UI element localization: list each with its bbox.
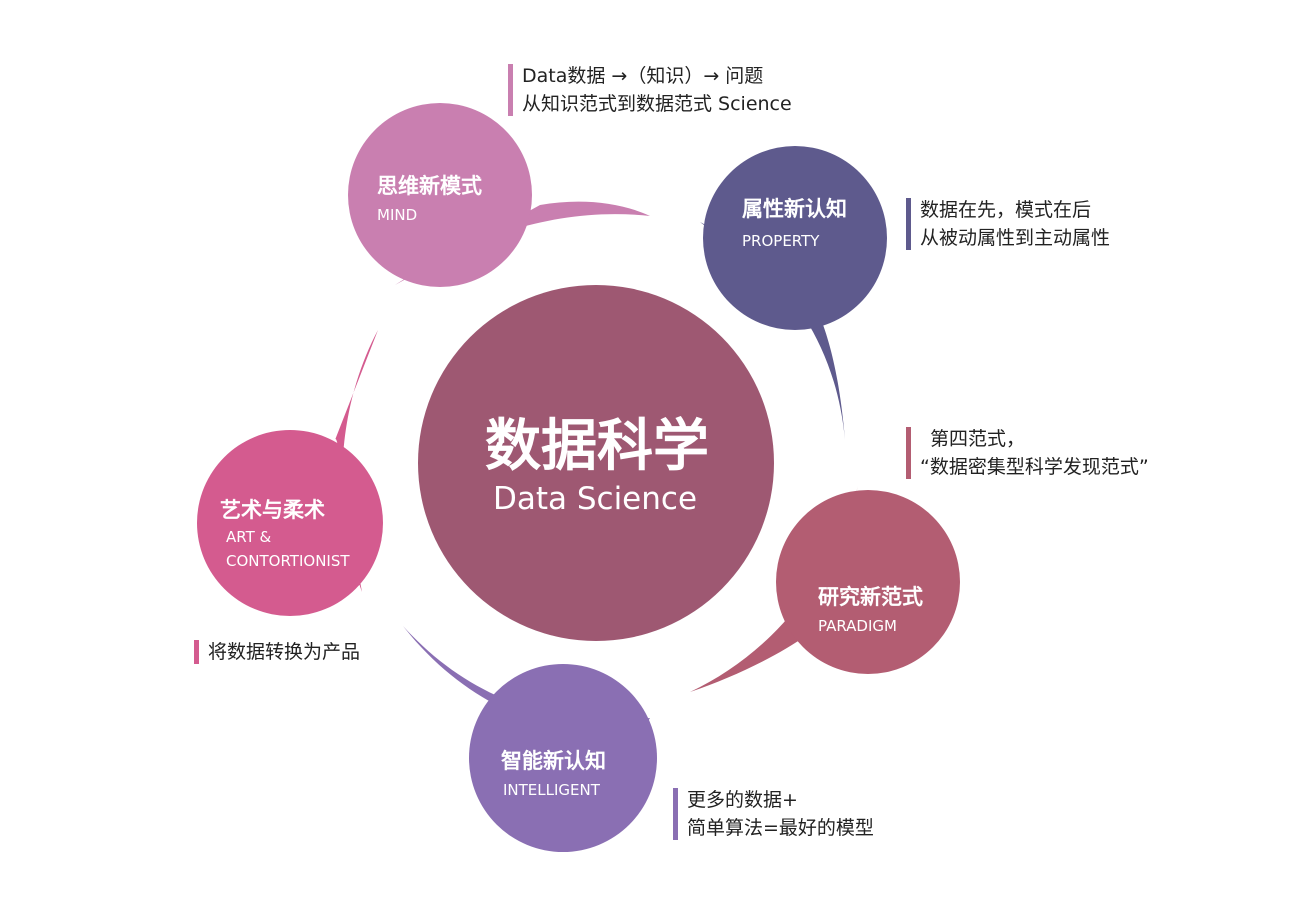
note-mind-line-1: Data数据 →（知识）→ 问题 xyxy=(522,65,764,87)
note-property: 数据在先，模式在后 从被动属性到主动属性 xyxy=(906,196,1110,252)
petal-mind-title: 思维新模式 xyxy=(377,174,482,198)
center-node: 数据科学 Data Science xyxy=(418,285,774,641)
note-art-line-1: 将数据转换为产品 xyxy=(208,641,361,663)
petal-intelligent: 智能新认知 INTELLIGENT xyxy=(403,626,657,852)
petal-mind-circle xyxy=(348,103,532,287)
petal-art-sub-1: ART & xyxy=(226,528,272,546)
petal-art: 艺术与柔术 ART & CONTORTIONIST xyxy=(197,330,383,616)
note-paradigm: 第四范式， “数据密集型科学发现范式” xyxy=(906,425,1149,481)
petal-art-title: 艺术与柔术 xyxy=(220,498,325,522)
petal-mind: 思维新模式 MIND xyxy=(348,103,650,287)
petal-art-circle xyxy=(197,430,383,616)
note-art: 将数据转换为产品 xyxy=(194,638,360,666)
note-mind: Data数据 →（知识）→ 问题 从知识范式到数据范式 Science xyxy=(508,62,792,118)
note-intelligent: 更多的数据+ 简单算法=最好的模型 xyxy=(673,786,874,842)
note-art-bar xyxy=(194,640,199,664)
note-intelligent-line-2: 简单算法=最好的模型 xyxy=(687,817,874,839)
center-subtitle: Data Science xyxy=(493,481,697,517)
petal-intelligent-circle xyxy=(469,664,657,852)
center-circle xyxy=(418,285,774,641)
note-paradigm-line-2: “数据密集型科学发现范式” xyxy=(920,456,1149,478)
note-property-bar xyxy=(906,198,911,250)
note-paradigm-bar xyxy=(906,427,911,479)
petal-property-title: 属性新认知 xyxy=(742,197,847,221)
petal-intelligent-title: 智能新认知 xyxy=(501,749,606,773)
note-intelligent-bar xyxy=(673,788,678,840)
center-title: 数据科学 xyxy=(485,414,709,479)
note-intelligent-line-1: 更多的数据+ xyxy=(687,789,798,811)
note-mind-bar xyxy=(508,64,513,116)
petal-paradigm-circle xyxy=(776,490,960,674)
note-mind-line-2: 从知识范式到数据范式 Science xyxy=(522,93,792,115)
petal-art-sub-2: CONTORTIONIST xyxy=(226,552,350,570)
petal-property-sub: PROPERTY xyxy=(742,232,820,250)
note-property-line-1: 数据在先，模式在后 xyxy=(920,199,1092,221)
petal-mind-sub: MIND xyxy=(377,206,417,224)
petal-paradigm-sub: PARADIGM xyxy=(818,617,897,635)
petal-intelligent-sub: INTELLIGENT xyxy=(503,781,601,799)
petal-paradigm: 研究新范式 PARADIGM xyxy=(690,486,960,692)
note-paradigm-line-1: 第四范式， xyxy=(930,428,1026,450)
petal-property-tail xyxy=(700,222,845,440)
petal-property-circle xyxy=(703,146,887,330)
petal-property: 属性新认知 PROPERTY xyxy=(700,146,887,440)
petal-paradigm-title: 研究新范式 xyxy=(818,585,923,609)
note-property-line-2: 从被动属性到主动属性 xyxy=(920,227,1111,249)
